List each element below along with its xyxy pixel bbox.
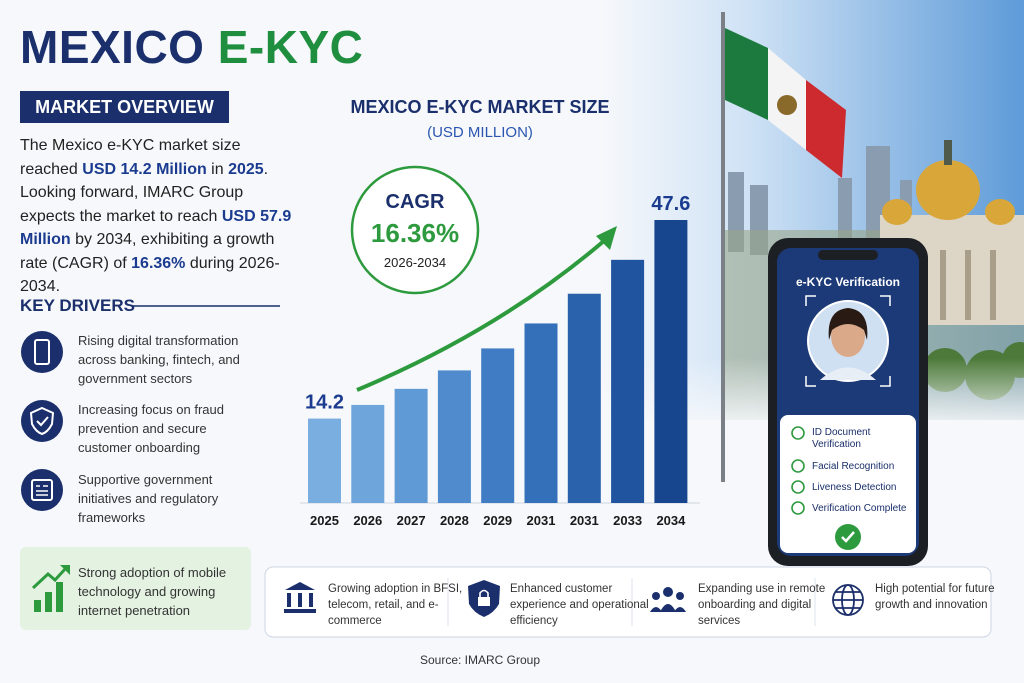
x-tick-label: 2033 [613,513,642,528]
x-tick-label: 2034 [656,513,686,528]
paragraph-segment: USD 57.9 Million [20,207,292,249]
paragraph-segment: . Looking forward, IMARC Group expects t… [20,160,269,225]
bar [394,388,428,503]
flag [721,12,846,482]
paragraph-segment: in [206,160,229,178]
chart-title: MEXICO E-KYC MARKET SIZE [350,97,609,117]
data-label: 14.2 [305,392,344,414]
feature-icons [284,580,864,617]
driver: Rising digital transformation across ban… [78,333,240,386]
bars: 2025 2026 2027 2028 2029 2031 2031 2033 2034 14.2… [305,193,690,528]
feature: Growing adoption in BFSI, telecom, retai… [328,583,463,627]
bar [481,348,515,503]
cagr-circle [350,165,480,295]
overview-heading: MARKET OVERVIEW [20,91,229,123]
highlight-box [20,547,251,630]
x-tick-label: 2027 [397,513,426,528]
page-title: MEXICO E-KYC [20,20,363,74]
bar [611,259,645,503]
phone-title: e-KYC Verification [796,275,900,289]
driver: Supportive government initiatives and re… [78,472,219,525]
chart-subtitle: (USD MILLION) [427,124,533,141]
highlight-text: Strong adoption of mobile technology and… [78,565,227,618]
check-item: Facial Recognition [812,461,895,472]
cagr-value: 16.36% [371,218,459,248]
check-item: Verification Complete [812,503,907,514]
bar [524,323,558,503]
paragraph-segment: 2025 [228,160,264,178]
paragraph-segment: The Mexico e-KYC market size reached [20,137,241,178]
driver-icons [21,331,63,511]
features-box [264,566,992,638]
x-tick-label: 2031 [527,513,556,528]
feature: Expanding use in remote onboarding and d… [698,583,826,627]
feature: High potential for future growth and inn… [875,583,995,611]
bar [567,293,601,503]
driver: Increasing focus on fraud prevention and… [78,402,224,455]
paragraph-segment: during 2026-2034. [20,254,280,296]
bar [437,370,471,503]
cagr-label: CAGR [386,191,445,213]
paragraph-segment: USD 14.2 Million [82,160,207,178]
growth-arrow [356,238,607,392]
paragraph-segment: 16.36% [131,254,186,272]
feature-dividers [447,578,816,626]
bar [308,418,341,503]
x-tick-label: 2029 [483,513,512,528]
drivers-heading: KEY DRIVERS [20,296,135,315]
source: Source: IMARC Group [420,653,540,667]
arrow-head [596,226,617,250]
cagr-period: 2026-2034 [384,255,446,270]
feature: Enhanced customer experience and operati… [510,583,649,627]
title-main: MEXICO [20,21,205,73]
check-item: ID Document Verification [812,427,871,450]
check-item: Liveness Detection [812,482,897,493]
paragraph-segment: by 2034, exhibiting a growth rate (CAGR)… [20,231,275,272]
overview-paragraph: The Mexico e-KYC market size reached USD… [20,134,300,299]
title-accent: E-KYC [217,21,364,73]
phone [768,238,928,566]
x-tick-label: 2026 [353,513,382,528]
x-tick-label: 2025 [310,513,339,528]
growth-icon [31,565,70,612]
bar [654,220,688,503]
x-tick-label: 2031 [570,513,599,528]
data-label: 47.6 [651,193,690,215]
x-tick-label: 2028 [440,513,469,528]
bar [351,404,385,503]
